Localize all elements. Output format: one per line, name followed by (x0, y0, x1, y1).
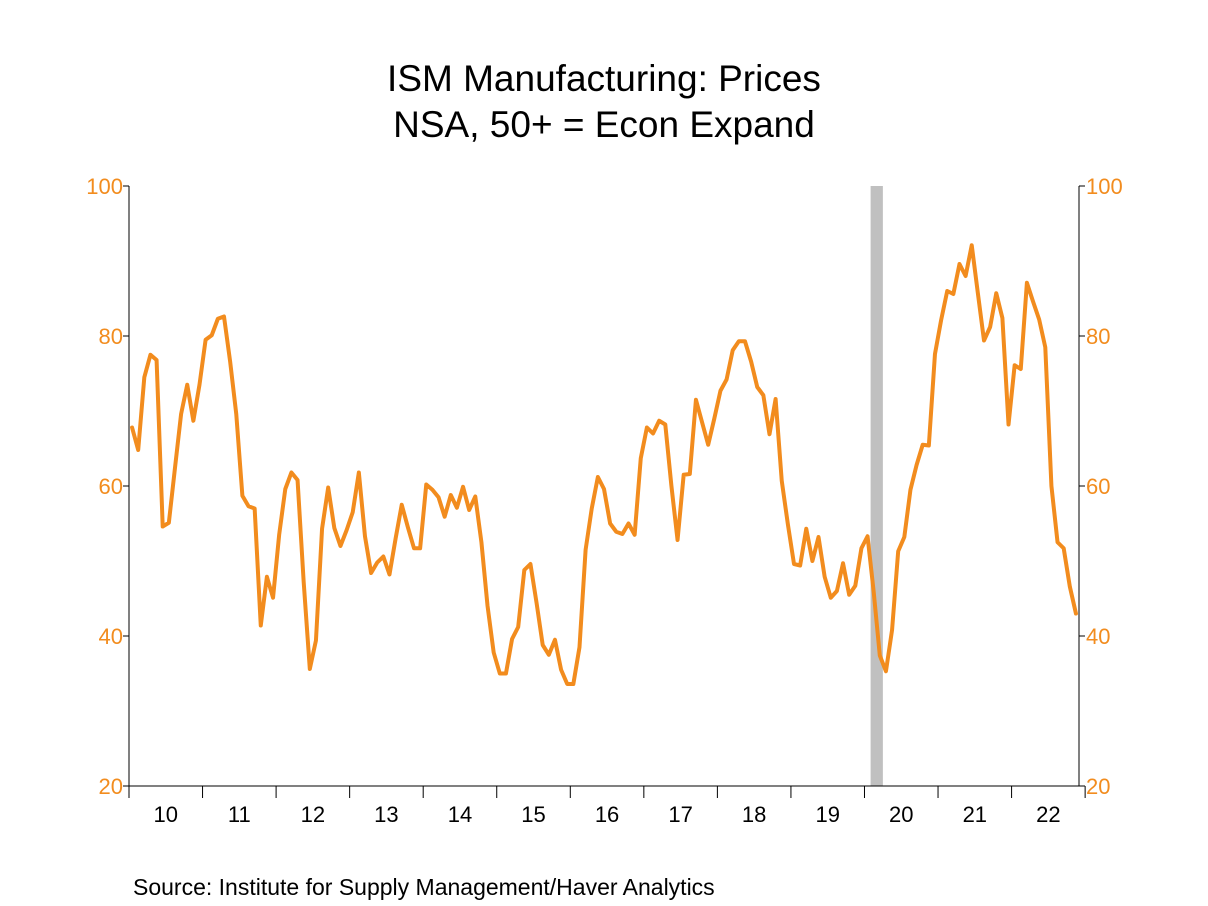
series-line (130, 243, 1078, 686)
chart-subtitle: NSA, 50+ = Econ Expand (393, 104, 815, 145)
y-tick-label-left: 40 (99, 624, 123, 649)
y-tick-label-left: 100 (86, 174, 123, 199)
y-tick-label-left: 20 (99, 774, 123, 799)
y-tick-label-right: 100 (1086, 174, 1123, 199)
x-tick-label: 15 (521, 802, 545, 827)
x-tick-label: 17 (668, 802, 692, 827)
x-tick-label: 21 (963, 802, 987, 827)
x-tick-label: 22 (1036, 802, 1060, 827)
x-tick-label: 13 (374, 802, 398, 827)
x-tick-label: 11 (228, 802, 251, 827)
y-tick-label-left: 60 (99, 474, 123, 499)
x-tick-label: 19 (815, 802, 839, 827)
y-tick-label-right: 60 (1086, 474, 1110, 499)
x-tick-label: 20 (889, 802, 913, 827)
y-tick-label-left: 80 (99, 324, 123, 349)
chart-title: ISM Manufacturing: Prices (387, 58, 821, 99)
x-tick-label: 16 (595, 802, 619, 827)
recession-shading (870, 186, 883, 786)
y-tick-label-right: 80 (1086, 324, 1110, 349)
x-tick-label: 12 (301, 802, 325, 827)
x-tick-label: 14 (448, 802, 472, 827)
source-note: Source: Institute for Supply Management/… (133, 874, 715, 900)
x-tick-label: 18 (742, 802, 766, 827)
x-tick-label: 10 (154, 802, 178, 827)
y-tick-label-right: 40 (1086, 624, 1110, 649)
y-tick-label-right: 20 (1086, 774, 1110, 799)
